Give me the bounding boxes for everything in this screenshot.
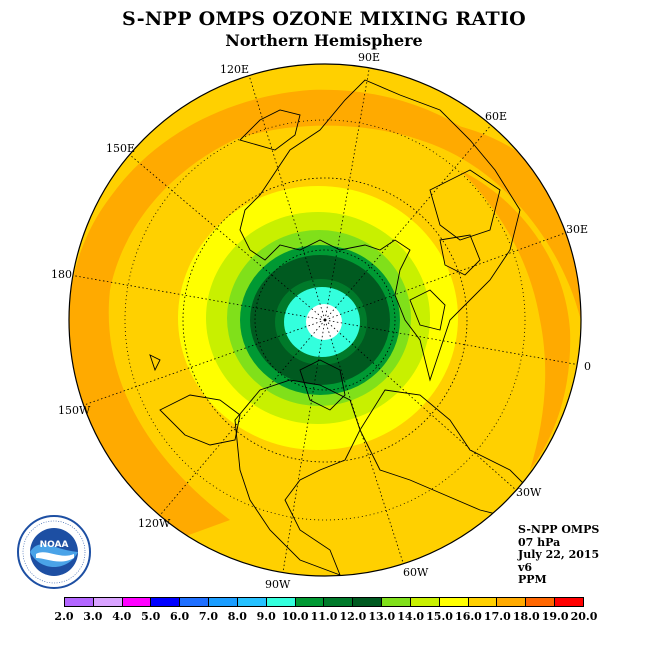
colorbar-tick-label: 19.0 [541,610,569,623]
polar-missing-data [306,304,342,340]
graticule [69,64,581,576]
colorbar-segment [409,598,439,606]
colorbar-segment [381,598,410,606]
colorbar-tick-label: 8.0 [227,610,247,623]
colorbar-tick-label: 13.0 [368,610,396,623]
colorbar-segment [236,598,266,606]
colorbar-segment [92,598,122,606]
ozone-field [69,64,581,576]
colorbar-tick-label: 12.0 [339,610,367,623]
colorbar-tick-label: 2.0 [54,610,74,623]
colorbar-segment [265,598,295,606]
colorbar [64,597,584,607]
colorbar-tick-label: 16.0 [455,610,482,623]
longitude-label: 120E [220,63,250,76]
info-instrument: S-NPP OMPS [518,523,600,536]
longitude-label: 150W [58,404,91,417]
colorbar-segment [554,598,583,606]
colorbar-tick-label: 4.0 [112,610,132,623]
longitude-label: 30W [516,486,542,499]
colorbar-segment [496,598,526,606]
map-subtitle: Northern Hemisphere [225,31,423,50]
longitude-label: 90W [265,578,291,591]
info-level: 07 hPa [518,535,561,549]
colorbar-segment [438,598,468,606]
noaa-logo: NOAA [17,515,91,589]
colorbar-segment [65,598,93,606]
colorbar-segment [467,598,497,606]
map-boundary [68,63,582,577]
colorbar-tick-label: 3.0 [83,610,103,623]
info-units: PPM [518,573,547,586]
colorbar-segment [179,598,209,606]
colorbar-segment [208,598,237,606]
svg-text:NOAA: NOAA [40,540,69,550]
colorbar-tick-label: 17.0 [483,610,511,623]
colorbar-tick-label: 15.0 [426,610,453,623]
info-block: S-NPP OMPS 07 hPa July 22, 2015 v6 PPM [518,523,600,587]
colorbar-tick-label: 7.0 [198,610,219,623]
colorbar-tick-label: 18.0 [512,610,540,623]
longitude-label: 60W [403,566,429,579]
colorbar-labels: 2.0 3.0 4.0 5.0 6.0 7.0 8.0 9.0 10.0 11.0 12.0 13.0… [54,610,597,624]
coastlines [149,79,541,576]
colorbar-segment [150,598,180,606]
info-version: v6 [518,560,533,574]
colorbar-tick-label: 6.0 [169,610,190,623]
longitude-label: 120W [138,517,171,530]
colorbar-tick-label: 11.0 [310,610,338,623]
colorbar-tick-label: 10.0 [281,610,309,623]
info-date: July 22, 2015 [518,548,600,561]
colorbar-segment [323,598,353,606]
longitude-label: 90E [358,51,381,64]
colorbar-segment [525,598,555,606]
longitude-label: 60E [485,110,508,123]
colorbar-tick-label: 5.0 [141,610,161,623]
colorbar-segment [121,598,151,606]
colorbar-segment [352,598,382,606]
colorbar-tick-label: 9.0 [256,610,276,623]
longitude-label: 150E [106,142,136,155]
colorbar-tick-label: 20.0 [570,610,598,623]
longitude-label: 180 [51,268,72,281]
colorbar-segment [294,598,324,606]
longitude-label: 0 [584,360,591,373]
map-title: S-NPP OMPS OZONE MIXING RATIO [121,8,527,30]
colorbar-tick-label: 14.0 [397,610,425,623]
longitude-label: 30E [566,223,589,236]
